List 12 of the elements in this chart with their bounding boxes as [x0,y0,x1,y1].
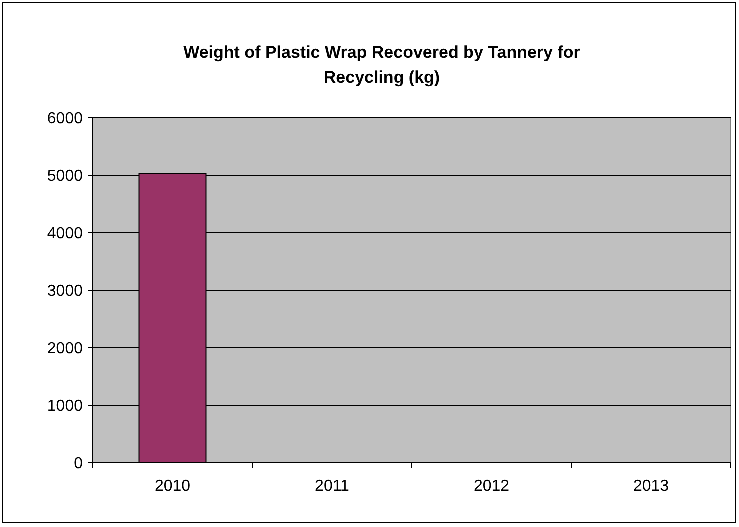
x-tick-label: 2012 [474,478,510,495]
chart-title: Weight of Plastic Wrap Recovered by Tannery for Recycling (kg) [184,43,581,87]
y-tick-label: 4000 [47,226,84,243]
y-tick-label: 0 [74,456,84,473]
y-tick-label: 5000 [47,168,84,186]
x-tick-label: 2011 [315,478,350,495]
y-tick-label: 3000 [47,283,84,300]
x-tick-label: 2010 [154,478,191,495]
y-tick-label: 1000 [47,398,84,416]
x-tick-label: 2013 [633,478,670,495]
y-tick-label: 6000 [47,110,84,128]
y-tick-label: 2000 [47,340,84,358]
